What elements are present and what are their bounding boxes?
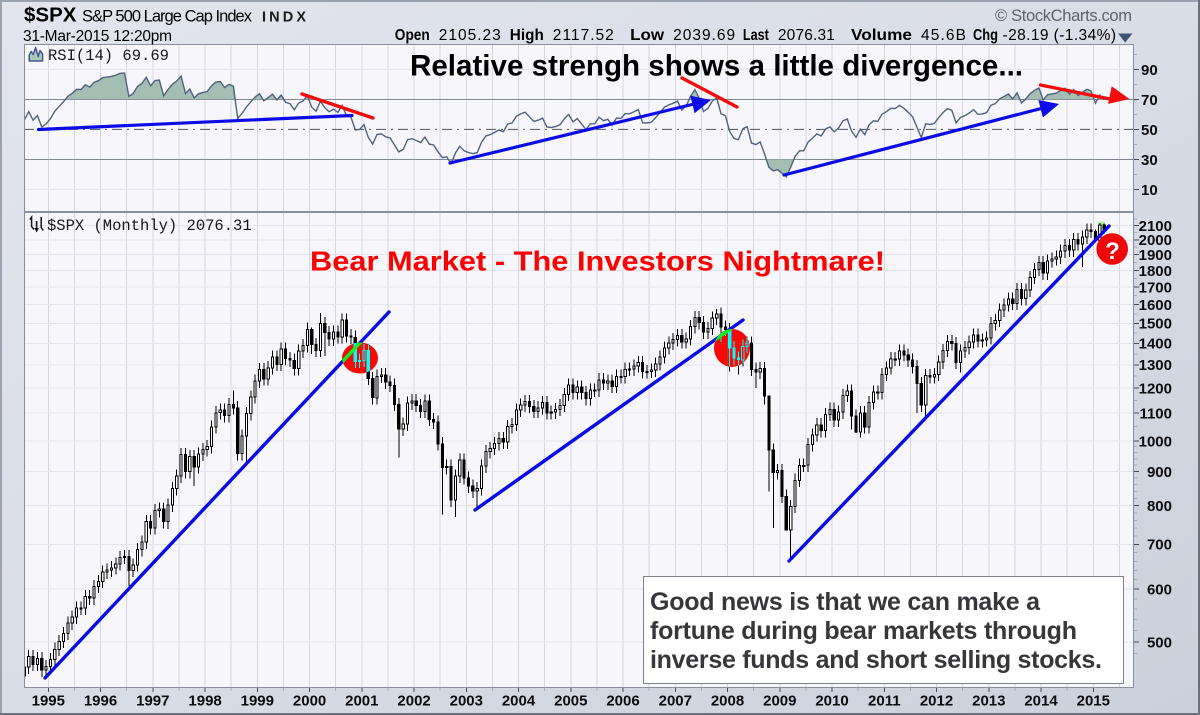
- svg-text:1700: 1700: [1139, 279, 1172, 296]
- svg-text:1100: 1100: [1139, 406, 1172, 423]
- svg-text:2039.69: 2039.69: [673, 27, 735, 44]
- svg-text:Volume: Volume: [851, 27, 912, 44]
- svg-text:2013: 2013: [972, 693, 1005, 710]
- svg-text:fortune during bear markets th: fortune during bear markets through: [650, 617, 1077, 645]
- svg-text:2015: 2015: [1077, 693, 1110, 710]
- svg-text:2076.31: 2076.31: [778, 27, 835, 44]
- svg-text:1400: 1400: [1139, 336, 1172, 353]
- svg-text:1000: 1000: [1139, 433, 1172, 450]
- svg-text:2008: 2008: [711, 693, 744, 710]
- svg-text:90: 90: [1141, 62, 1158, 79]
- svg-text:RSI(14) 69.69: RSI(14) 69.69: [48, 47, 169, 65]
- svg-text:1600: 1600: [1139, 297, 1172, 314]
- svg-text:50: 50: [1141, 122, 1158, 139]
- svg-text:2004: 2004: [502, 693, 536, 710]
- svg-text:© StockCharts.com: © StockCharts.com: [995, 7, 1132, 25]
- svg-text:Bear Market - The Investors Ni: Bear Market - The Investors Nightmare!: [310, 246, 885, 277]
- svg-text:inverse funds and short sellin: inverse funds and short selling stocks.: [650, 646, 1102, 674]
- svg-text:2117.52: 2117.52: [553, 27, 614, 44]
- svg-text:2005: 2005: [554, 693, 587, 710]
- svg-text:2000: 2000: [293, 693, 326, 710]
- svg-text:Last: Last: [743, 27, 769, 44]
- svg-text:2011: 2011: [868, 693, 901, 710]
- svg-text:1800: 1800: [1139, 263, 1172, 280]
- svg-text:2012: 2012: [920, 693, 953, 710]
- svg-text:Good news is that we can make: Good news is that we can make a: [650, 588, 1041, 616]
- svg-text:S&P 500 Large Cap Index: S&P 500 Large Cap Index: [82, 8, 253, 26]
- svg-text:2002: 2002: [397, 693, 430, 710]
- svg-text:45.6B: 45.6B: [921, 27, 966, 44]
- svg-text:Open: Open: [395, 27, 430, 44]
- svg-text:INDX: INDX: [262, 10, 306, 26]
- svg-text:500: 500: [1147, 634, 1172, 651]
- svg-text:2100: 2100: [1139, 218, 1172, 235]
- svg-text:600: 600: [1147, 581, 1172, 598]
- svg-text:1995: 1995: [32, 693, 65, 710]
- svg-text:?: ?: [1105, 238, 1120, 265]
- svg-text:1997: 1997: [136, 693, 169, 710]
- svg-text:900: 900: [1147, 464, 1172, 481]
- svg-text:2010: 2010: [815, 693, 848, 710]
- svg-text:2105.23: 2105.23: [439, 27, 501, 44]
- svg-text:1900: 1900: [1139, 247, 1172, 264]
- svg-text:700: 700: [1147, 537, 1172, 554]
- svg-text:1999: 1999: [241, 693, 274, 710]
- svg-text:2014: 2014: [1024, 693, 1058, 710]
- svg-text:Chg: Chg: [973, 27, 998, 44]
- svg-text:1998: 1998: [188, 693, 221, 710]
- svg-text:1500: 1500: [1139, 316, 1172, 333]
- svg-text:Relative strengh shows a littl: Relative strengh shows a little divergen…: [410, 50, 1023, 83]
- svg-text:$SPX: $SPX: [24, 4, 77, 27]
- svg-text:1200: 1200: [1139, 380, 1172, 397]
- svg-text:2003: 2003: [450, 693, 483, 710]
- svg-text:Low: Low: [630, 27, 665, 44]
- svg-text:30: 30: [1141, 152, 1158, 169]
- svg-text:31-Mar-2015 12:20pm: 31-Mar-2015 12:20pm: [23, 28, 172, 45]
- svg-text:High: High: [510, 27, 544, 44]
- svg-text:2000: 2000: [1139, 232, 1172, 249]
- svg-text:1996: 1996: [84, 693, 117, 710]
- svg-text:10: 10: [1141, 182, 1158, 199]
- svg-text:2006: 2006: [606, 693, 639, 710]
- svg-text:2001: 2001: [345, 693, 378, 710]
- svg-text:70: 70: [1141, 92, 1158, 109]
- svg-text:2009: 2009: [763, 693, 796, 710]
- svg-text:-28.19 (-1.34%): -28.19 (-1.34%): [1003, 27, 1117, 44]
- svg-text:$SPX (Monthly) 2076.31: $SPX (Monthly) 2076.31: [47, 217, 252, 235]
- svg-text:800: 800: [1147, 498, 1172, 515]
- svg-text:2007: 2007: [659, 693, 692, 710]
- svg-text:1300: 1300: [1139, 357, 1172, 374]
